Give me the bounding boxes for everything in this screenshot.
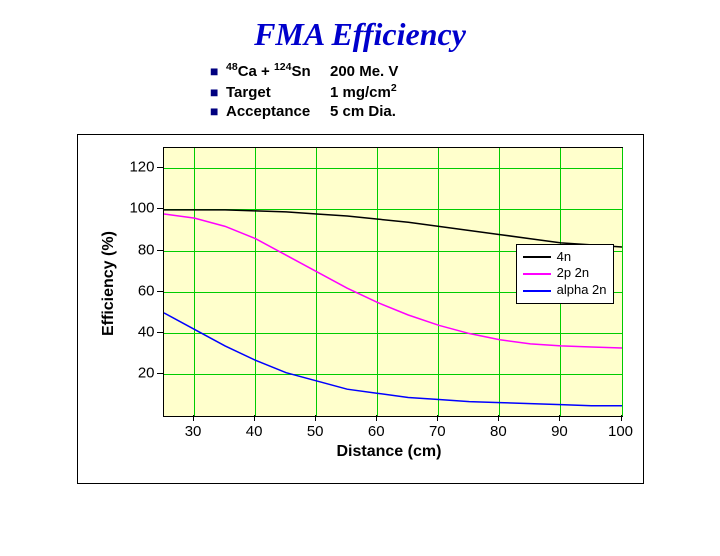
x-tick — [254, 415, 255, 421]
series-4n — [164, 209, 622, 246]
legend-swatch — [523, 290, 551, 292]
bullet-item: ■Acceptance5 cm Dia. — [210, 102, 510, 122]
legend-label: 4n — [557, 249, 571, 266]
bullet-label: Target — [226, 83, 330, 103]
legend-item: 2p 2n — [523, 265, 607, 282]
bullet-marker-icon: ■ — [210, 102, 226, 120]
gridline-vertical — [622, 148, 623, 416]
legend-swatch — [523, 273, 551, 275]
x-axis-title: Distance (cm) — [337, 443, 442, 461]
x-tick-label: 70 — [429, 423, 446, 440]
series-alpha-2n — [164, 312, 622, 405]
bullet-item: ■Target1 mg/cm2 — [210, 82, 510, 103]
legend-label: 2p 2n — [557, 265, 590, 282]
x-tick — [498, 415, 499, 421]
y-tick — [157, 332, 163, 333]
x-tick — [559, 415, 560, 421]
y-tick — [157, 208, 163, 209]
plot-area: 4n2p 2nalpha 2n — [163, 147, 623, 417]
x-tick-label: 60 — [368, 423, 385, 440]
legend-swatch — [523, 256, 551, 258]
x-tick — [193, 415, 194, 421]
legend-label: alpha 2n — [557, 282, 607, 299]
y-axis-title: Efficiency (%) — [100, 231, 118, 336]
y-tick-label: 20 — [121, 365, 155, 382]
x-tick-label: 90 — [551, 423, 568, 440]
legend-item: alpha 2n — [523, 282, 607, 299]
x-tick — [376, 415, 377, 421]
x-tick — [315, 415, 316, 421]
bullet-item: ■48Ca + 124Sn200 Me. V — [210, 61, 510, 82]
x-tick-label: 80 — [490, 423, 507, 440]
chart-container: 4n2p 2nalpha 2n 30 40 50 60 70 80 90 100 20 40 60 80… — [77, 134, 644, 484]
bullet-marker-icon: ■ — [210, 62, 226, 80]
bullet-value: 1 mg/cm2 — [330, 82, 397, 103]
y-tick-label: 80 — [121, 241, 155, 258]
x-tick-label: 40 — [246, 423, 263, 440]
x-tick — [437, 415, 438, 421]
x-tick — [621, 415, 622, 421]
x-tick-label: 50 — [307, 423, 324, 440]
y-tick-label: 120 — [121, 159, 155, 176]
legend-item: 4n — [523, 249, 607, 266]
bullet-value: 5 cm Dia. — [330, 102, 396, 122]
x-tick-label: 100 — [608, 423, 633, 440]
legend: 4n2p 2nalpha 2n — [516, 244, 614, 305]
bullet-value: 200 Me. V — [330, 62, 398, 82]
y-tick — [157, 373, 163, 374]
y-tick — [157, 250, 163, 251]
bullet-list: ■48Ca + 124Sn200 Me. V■Target1 mg/cm2■Ac… — [210, 61, 510, 122]
page-title: FMA Efficiency — [0, 16, 720, 53]
y-tick-label: 40 — [121, 324, 155, 341]
x-tick-label: 30 — [185, 423, 202, 440]
y-tick-label: 100 — [121, 200, 155, 217]
y-tick — [157, 291, 163, 292]
bullet-label: Acceptance — [226, 102, 330, 122]
y-tick-label: 60 — [121, 282, 155, 299]
bullet-marker-icon: ■ — [210, 83, 226, 101]
bullet-label: 48Ca + 124Sn — [226, 61, 330, 82]
y-tick — [157, 167, 163, 168]
